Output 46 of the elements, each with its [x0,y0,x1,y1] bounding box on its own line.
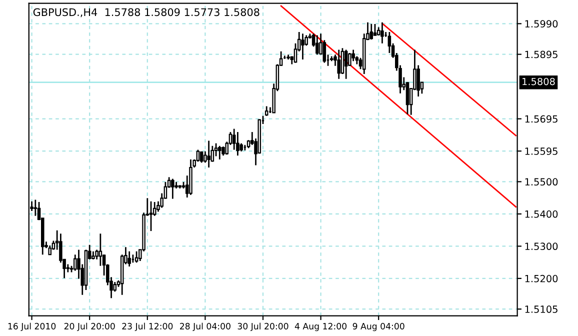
candlestick [74,254,77,272]
candlestick [98,232,102,267]
candlestick [236,131,240,156]
candlestick [352,49,355,62]
y-tick-label: 1.5500 [525,178,558,186]
candlestick [207,140,210,168]
y-tick-label: 1.5695 [525,115,558,123]
x-tick-label: 9 Aug 04:00 [352,322,404,332]
candlestick [340,47,344,75]
y-tick-label: 1.5990 [525,20,558,28]
candlestick [316,34,319,56]
candlestick [380,22,384,44]
chart-title: GBPUSD.,H4 1.5788 1.5809 1.5773 1.5808 [33,8,260,18]
candlestick [264,106,268,117]
y-tick-label: 1.5400 [525,210,558,218]
ref-line-label: 1.5808 [522,78,555,86]
candlestick [370,23,374,40]
candlestick [113,281,117,292]
x-tick-label: 28 Jul 04:00 [180,322,230,332]
candlestick [134,250,138,264]
candlestick [406,81,410,115]
candlestick [373,23,377,36]
y-tick-label: 1.5105 [525,306,558,313]
candlestick [149,200,153,232]
candlestick [128,250,131,268]
candlestick [344,49,348,80]
candlestick [301,32,304,60]
x-tick-label: 30 Jul 20:00 [238,322,288,332]
y-tick-label: 1.5200 [525,274,558,282]
candlestick [322,39,326,64]
candlestick [218,145,222,160]
x-tick-label: 16 Jul 2010 [8,322,56,332]
x-tick-label: 4 Aug 12:00 [294,322,347,332]
y-tick-label: 1.5895 [525,50,558,58]
candlestick [388,31,392,54]
candlestick [48,244,52,256]
y-tick-label: 1.5595 [525,148,558,155]
candlestick [34,199,38,217]
y-tick-label: 1.5300 [525,242,558,250]
candlestick [222,146,225,156]
x-tick-label: 23 Jul 12:00 [122,322,173,332]
candlestick [337,49,340,80]
candlestick [171,178,174,200]
candlestick [95,249,98,260]
candlestick [348,52,352,67]
x-tick-label: 20 Jul 20:00 [64,322,115,332]
